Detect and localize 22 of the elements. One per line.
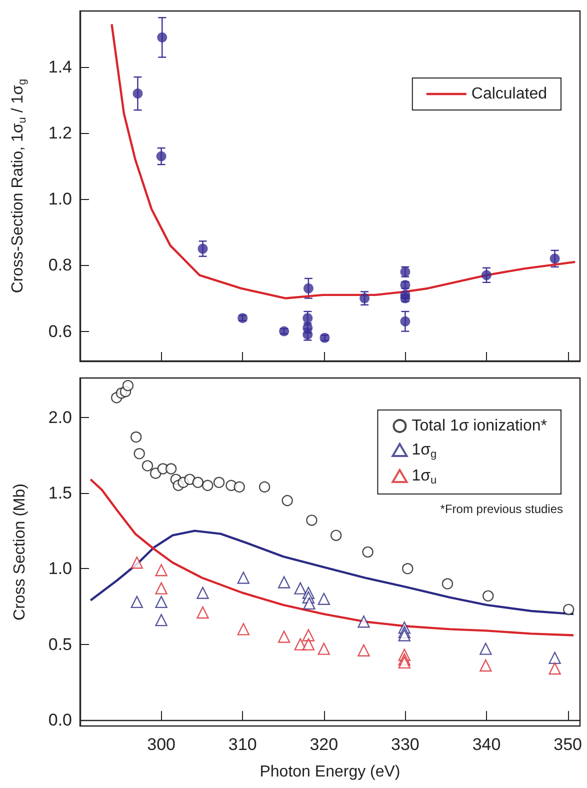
- x-tick-label: 320: [310, 735, 338, 754]
- y-tick-label: 0.6: [48, 322, 72, 341]
- y-tick-label: 1.2: [48, 124, 72, 143]
- legend-label: Calculated: [471, 86, 548, 102]
- y-tick-label: 1.0: [48, 559, 72, 578]
- y-tick-label: 2.0: [48, 408, 72, 427]
- legend-label: Total 1σ ionization*: [412, 418, 548, 434]
- x-axis-title: Photon Energy (eV): [260, 764, 400, 780]
- x-tick-label: 310: [228, 735, 257, 754]
- y-axis-title: Cross-Section Ratio, 1σu / 1σg: [10, 78, 28, 294]
- y-tick-label: 1.0: [48, 190, 72, 209]
- y-tick-label: 0.5: [48, 634, 72, 654]
- y-axis-title: Cross Section (Mb): [12, 484, 28, 620]
- x-tick-label: 340: [472, 735, 501, 754]
- y-tick-label: 1.4: [48, 58, 72, 77]
- y-tick-label: 1.5: [48, 483, 72, 502]
- y-tick-label: 0.8: [48, 256, 72, 275]
- annotation: *From previous studies: [440, 502, 564, 516]
- x-tick-label: 300: [147, 735, 176, 754]
- x-tick-label: 350: [554, 735, 582, 754]
- x-tick-label: 330: [391, 735, 420, 754]
- y-tick-label: 0.0: [48, 710, 72, 730]
